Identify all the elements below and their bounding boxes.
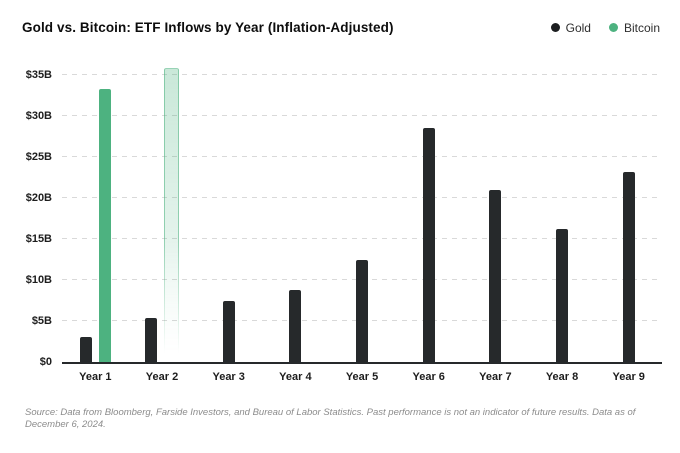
y-tick-label-10: $10B <box>25 274 52 287</box>
y-tick-label-5: $5B <box>31 315 52 328</box>
bar-group-year-8 <box>529 62 596 362</box>
bar-gold-year-5 <box>356 259 369 362</box>
x-tick-label-year-2: Year 2 <box>145 371 179 383</box>
y-tick-label-20: $20B <box>25 192 52 205</box>
y-tick-label-0: $0 <box>39 356 52 368</box>
bar-bitcoin-year-1 <box>98 89 111 362</box>
x-tick-label-year-7: Year 7 <box>479 371 512 383</box>
bar-gold-year-2 <box>145 317 157 362</box>
chart-area: $0 $5B $10B $15B $20B $25B $30B $35B Year 1 Year… <box>8 62 662 383</box>
bar-gold-year-7 <box>489 189 502 362</box>
x-tick-label-year-6: Year 6 <box>412 371 445 383</box>
bar-gold-year-8 <box>556 229 569 362</box>
bar-group-year-6 <box>395 62 462 362</box>
x-tick-label-year-4: Year 4 <box>279 371 312 383</box>
bar-group-year-3 <box>195 62 262 362</box>
bar-group-year-4 <box>262 62 329 362</box>
y-tick-label-15: $15B <box>25 233 52 246</box>
gold-legend-dot-icon <box>550 23 560 32</box>
y-tick-label-30: $30B <box>25 110 52 123</box>
bar-group-year-7 <box>462 62 529 362</box>
legend-item-gold: Gold <box>550 20 591 35</box>
legend-label-bitcoin: Bitcoin <box>623 20 660 35</box>
plot-area: $0 $5B $10B $15B $20B $25B $30B $35B <box>26 62 662 368</box>
bar-gold-year-6 <box>422 127 435 362</box>
x-tick-label-year-3: Year 3 <box>212 371 245 383</box>
chart-title: Gold vs. Bitcoin: ETF Inflows by Year (I… <box>22 20 394 35</box>
bar-group-year-9 <box>595 62 662 362</box>
bar-group-year-2 <box>129 62 196 362</box>
x-tick-label-year-5: Year 5 <box>345 371 379 383</box>
bar-gold-year-3 <box>222 301 235 362</box>
bar-group-year-5 <box>329 62 396 362</box>
bar-bitcoin-year-2 <box>164 68 179 362</box>
bars-container <box>62 62 662 362</box>
y-tick-label-35: $35B <box>25 69 52 82</box>
bitcoin-legend-dot-icon <box>608 23 618 32</box>
y-tick-label-25: $25B <box>25 151 52 164</box>
bar-gold-year-4 <box>289 289 302 362</box>
legend-item-bitcoin: Bitcoin <box>608 20 660 35</box>
x-tick-label-year-9: Year 9 <box>612 371 645 383</box>
legend: Gold Bitcoin <box>550 20 660 35</box>
bar-group-year-1 <box>62 62 129 362</box>
bar-gold-year-9 <box>622 171 635 362</box>
legend-label-gold: Gold <box>565 20 591 35</box>
bar-gold-year-1 <box>79 337 92 362</box>
x-tick-label-year-1: Year 1 <box>79 371 112 383</box>
source-note: Source: Data from Bloomberg, Farside Inv… <box>25 407 636 431</box>
chart-header: Gold vs. Bitcoin: ETF Inflows by Year (I… <box>0 0 680 35</box>
x-tick-label-year-8: Year 8 <box>545 371 579 383</box>
x-axis-labels: Year 1 Year 2 Year 3 Year 4 Year 5 Year 6 Year… <box>62 371 662 383</box>
